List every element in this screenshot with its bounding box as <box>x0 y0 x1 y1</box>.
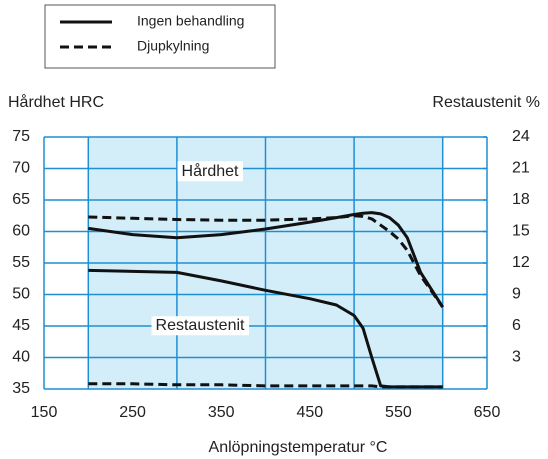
legend-label: Djupkylning <box>137 38 209 54</box>
y2-tick-label: 15 <box>512 223 530 240</box>
x-axis-label: Anlöpningstemperatur °C <box>209 439 388 456</box>
legend-box <box>44 4 276 69</box>
y-axis-label: Hårdhet HRC <box>8 93 104 111</box>
line-series <box>88 214 444 308</box>
y-tick-label: 55 <box>12 254 30 271</box>
line-series <box>88 382 443 389</box>
y2-tick-label: 3 <box>512 349 521 366</box>
annotation-bg <box>151 316 250 336</box>
y-tick-label: 50 <box>12 286 30 303</box>
y-tick-label: 45 <box>12 317 30 334</box>
x-tick-label: 350 <box>208 404 235 421</box>
x-tick-label: 550 <box>385 404 412 421</box>
y2-tick-label: 21 <box>512 160 530 177</box>
y-tick-label: 60 <box>12 223 30 240</box>
y2-tick-label: 12 <box>512 254 530 271</box>
y-tick-label: 70 <box>12 160 30 177</box>
y2-tick-label: 18 <box>512 191 530 208</box>
y-tick-label: 35 <box>12 380 30 397</box>
y2-tick-label: 24 <box>512 128 530 145</box>
legend-label: Ingen behandling <box>137 13 244 29</box>
y2-tick-label: 6 <box>512 317 521 334</box>
annotation-bg <box>177 161 244 182</box>
x-tick-label: 250 <box>119 404 146 421</box>
annotation: Restaustenit <box>156 317 245 334</box>
y-tick-label: 40 <box>12 349 30 366</box>
annotation: Hårdhet <box>182 162 239 180</box>
y-tick-label: 75 <box>12 128 30 145</box>
x-tick-label: 650 <box>474 404 501 421</box>
line-series <box>88 211 444 308</box>
y2-axis-label: Restaustenit % <box>432 94 540 111</box>
x-tick-label: 450 <box>296 404 323 421</box>
y2-tick-label: 9 <box>512 286 521 303</box>
x-tick-label: 150 <box>31 404 58 421</box>
y-tick-label: 65 <box>12 191 30 208</box>
